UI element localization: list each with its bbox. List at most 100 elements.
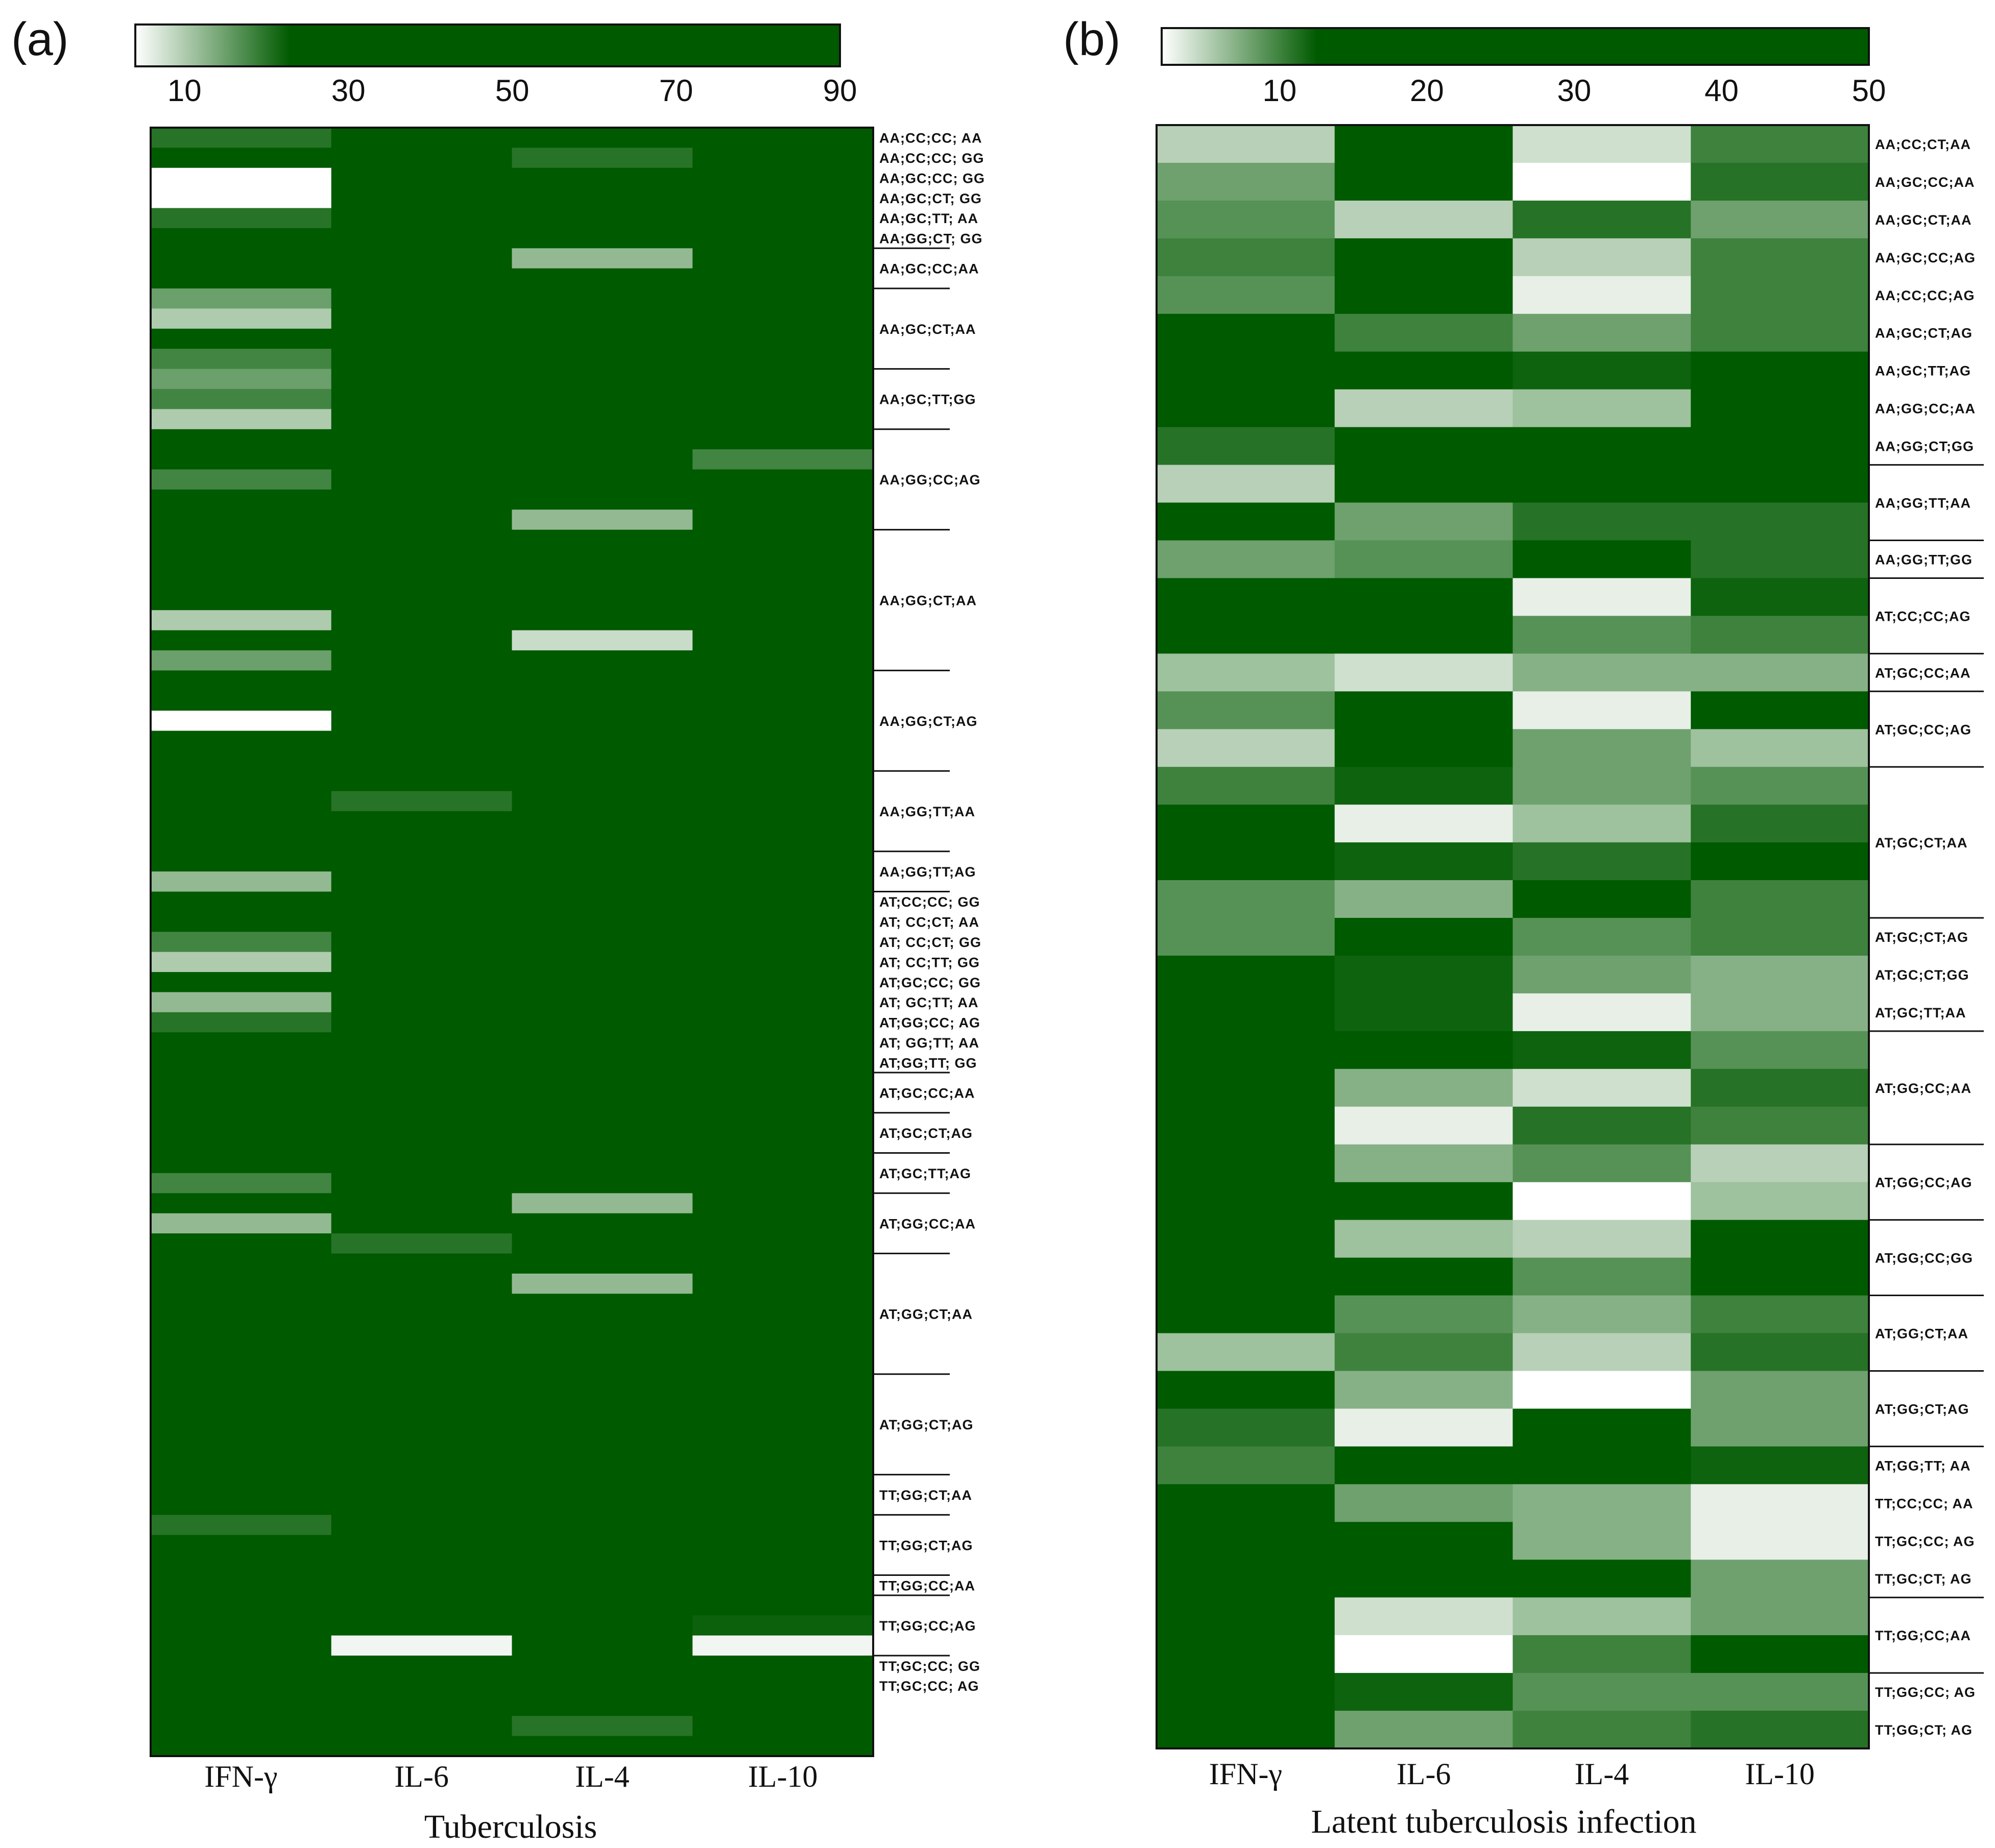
genotype-group-label: AA;GC;CT;AA [879,322,976,337]
heatmap-cell [512,369,693,390]
genotype-group-label: AA;GG;CT;AG [879,714,977,729]
heatmap-cell [331,1133,513,1154]
genotype-group-label: AA;CC;CT;AA [1875,137,1971,152]
heatmap-cell [151,167,332,188]
colorbar-tick-label: 40 [1704,74,1739,108]
genotype-group-label: AT;GG;CC;GG [1875,1251,1973,1266]
heatmap-cell [151,1354,332,1375]
heatmap-cell [1512,1144,1691,1183]
heatmap-cell [512,1615,693,1636]
heatmap-cell [692,811,874,832]
heatmap-cell [1512,276,1691,314]
heatmap-cell [1512,238,1691,277]
heatmap-cell [151,1716,332,1737]
heatmap-cell [692,1294,874,1315]
colorbar-tick-label: 30 [1557,74,1592,108]
heatmap-cell [512,911,693,932]
heatmap-cell [331,429,513,450]
heatmap-cell [512,1032,693,1053]
heatmap-cell [512,529,693,550]
heatmap-cell [151,1294,332,1315]
heatmap-cell [692,791,874,812]
genotype-group-label: AT;CC;CC; GG [879,894,980,910]
heatmap-cell [331,831,513,852]
genotype-group-label: TT;GG;CT;AG [879,1538,973,1553]
heatmap-cell [1157,1068,1335,1107]
heatmap-cell [1691,767,1869,805]
heatmap-cell [1334,465,1513,503]
heatmap-cell [692,711,874,732]
heatmap-cell [1334,1144,1513,1183]
heatmap-cell [512,871,693,892]
heatmap-cell [692,128,874,148]
heatmap-cell [1334,276,1513,314]
heatmap-cell [1512,1031,1691,1069]
column-label: IFN-γ [1209,1757,1282,1791]
heatmap-cell [1334,1031,1513,1069]
heatmap-cell [151,1515,332,1536]
heatmap-cell [512,1333,693,1354]
genotype-group-label: AA;GG;CT; GG [879,231,982,247]
heatmap-cell [331,891,513,912]
heatmap-cell [151,570,332,591]
heatmap-cell [151,1052,332,1073]
panel-b-x-axis-title: Latent tuberculosis infection [1311,1803,1696,1840]
heatmap-cell [512,670,693,691]
heatmap-cell [512,1173,693,1194]
heatmap-cell [1334,1333,1513,1372]
heatmap-cell [692,188,874,209]
heatmap-cell [1334,1182,1513,1221]
panel-a-row-labels: AA;CC;CC; AA AA;CC;CC; GG AA;GC;CC; GG AA;G… [874,131,984,1694]
heatmap-cell [692,1515,874,1536]
heatmap-cell [1691,842,1869,881]
heatmap-cell [151,650,332,671]
heatmap-cell [1334,955,1513,994]
heatmap-cell [151,509,332,530]
heatmap-cell [331,1515,513,1536]
heatmap-cell [331,750,513,771]
heatmap-cell [151,610,332,631]
heatmap-cell [151,1213,332,1234]
heatmap-cell [151,1233,332,1254]
heatmap-cell [331,1394,513,1415]
heatmap-cell [692,509,874,530]
heatmap-cell [151,1273,332,1294]
heatmap-cell [1512,1106,1691,1145]
heatmap-cell [331,369,513,390]
heatmap-cell [151,811,332,832]
heatmap-cell [331,670,513,691]
heatmap-cell [1512,1333,1691,1372]
genotype-group-label: TT;GC;CT; AG [1875,1571,1972,1587]
heatmap-cell [512,1474,693,1495]
genotype-group-label: TT;GG;CC; AG [1875,1685,1976,1700]
heatmap-cell [1334,1635,1513,1673]
colorbar-tick-label: 70 [659,74,693,108]
heatmap-cell [692,1716,874,1737]
genotype-group-label: AT; CC;CT; AA [879,915,979,930]
heatmap-cell [1512,880,1691,918]
panel-b-heatmap [1156,124,1870,1749]
heatmap-cell [1691,729,1869,767]
heatmap-cell [331,1495,513,1515]
heatmap-cell [1691,1068,1869,1107]
genotype-group-label: TT;CC;CC; AA [1875,1496,1973,1511]
heatmap-cell [331,1153,513,1174]
heatmap-cell [151,148,332,168]
heatmap-cell [151,1635,332,1656]
heatmap-cell [331,409,513,430]
heatmap-cell [512,429,693,450]
heatmap-cell [1334,1673,1513,1711]
heatmap-cell [512,1495,693,1515]
heatmap-cell [331,1675,513,1696]
heatmap-cell [692,1555,874,1576]
heatmap-cell [692,650,874,671]
heatmap-cell [331,1354,513,1375]
heatmap-cell [1157,1711,1335,1749]
heatmap-cell [331,932,513,953]
heatmap-cell [692,228,874,249]
heatmap-cell [512,489,693,510]
heatmap-cell [692,429,874,450]
heatmap-cell [151,328,332,349]
heatmap-cell [331,911,513,932]
heatmap-cell [512,590,693,611]
